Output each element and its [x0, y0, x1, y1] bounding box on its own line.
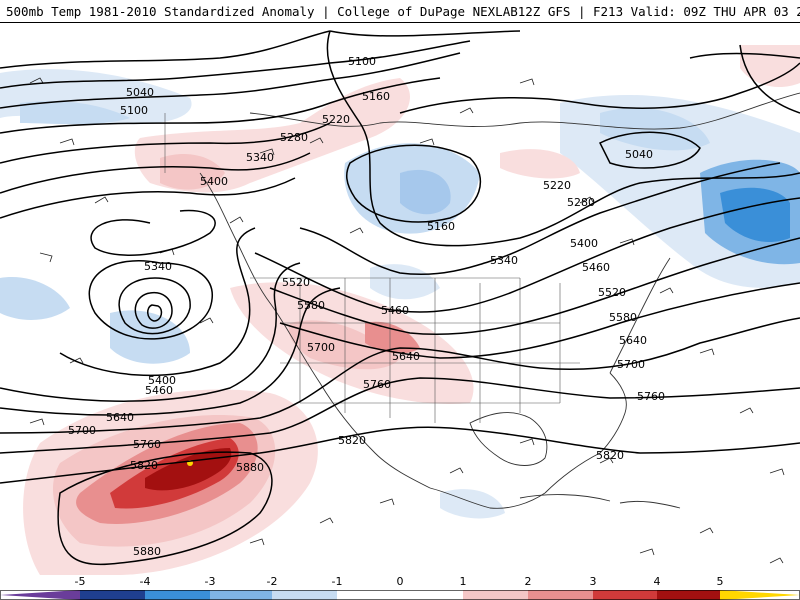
colorbar-tick-labels: -5 -4 -3 -2 -1 0 1 2 3 4 5: [0, 574, 800, 590]
colorbar-segment-pos3: [593, 590, 657, 600]
contour-label-5100: 5100: [348, 55, 376, 68]
contour-label-5580-east: 5580: [609, 311, 637, 324]
contour-label-5400: 5400: [200, 175, 228, 188]
contour-label-5820: 5820: [338, 434, 366, 447]
wind-barbs: [29, 77, 785, 564]
contour-label-5220-east: 5220: [543, 179, 571, 192]
tick-label: -4: [139, 575, 151, 588]
tick-label: -3: [204, 575, 216, 588]
tick-label: -1: [331, 575, 343, 588]
contour-label-5340-central: 5340: [490, 254, 518, 267]
colorbar-segment-pos5: [720, 590, 800, 600]
contour-label-5640-west: 5640: [106, 411, 134, 424]
contour-label-5760-east: 5760: [637, 390, 665, 403]
tick-label: 1: [459, 575, 467, 588]
contour-label-5220: 5220: [322, 113, 350, 126]
tick-label: 5: [716, 575, 724, 588]
contour-label-5820-east: 5820: [596, 449, 624, 462]
contour-label-5880: 5880: [236, 461, 264, 474]
contour-label-5040-east: 5040: [625, 148, 653, 161]
contour-label-5880-south: 5880: [133, 545, 161, 558]
contour-label-5760: 5760: [363, 378, 391, 391]
colorbar-segment-pos2: [528, 590, 593, 600]
contour-label-5640-east: 5640: [619, 334, 647, 347]
contour-label-5280: 5280: [280, 131, 308, 144]
colorbar-segment-neg5: [0, 590, 80, 600]
title-bar: 500mb Temp 1981-2010 Standardized Anomal…: [0, 0, 800, 22]
contour-labels: 5100 5040 5100 5160 5220 5280 5340 5400 …: [68, 55, 665, 558]
colorbar-segment-pos4: [657, 590, 720, 600]
contour-label-5640: 5640: [392, 350, 420, 363]
tick-label: 2: [524, 575, 532, 588]
height-contours: [0, 30, 800, 566]
contour-label-5700-east: 5700: [617, 358, 645, 371]
contour-label-5760-west: 5760: [133, 438, 161, 451]
contour-label-5460-east: 5460: [582, 261, 610, 274]
run-valid-time: 12Z GFS | F213 Valid: 09Z THU APR 03 202…: [517, 3, 800, 19]
colorbar-segment-pos1: [463, 590, 528, 600]
colorbar-segment-neg3: [145, 590, 210, 600]
map-canvas: 5100 5040 5100 5160 5220 5280 5340 5400 …: [0, 30, 800, 575]
contour-label-5460-central: 5460: [381, 304, 409, 317]
contour-label-5040: 5040: [126, 86, 154, 99]
tick-label: 0: [396, 575, 404, 588]
coastlines: [199, 92, 800, 509]
tick-label: -5: [74, 575, 86, 588]
contour-label-5160-central: 5160: [427, 220, 455, 233]
contour-label-5400-east: 5400: [570, 237, 598, 250]
colorbar-segment-zero: [337, 590, 463, 600]
anomaly-colorbar: [0, 590, 800, 600]
contour-label-5400-low: 5400: [148, 374, 176, 387]
contour-label-5520-east: 5520: [598, 286, 626, 299]
contour-label-5160: 5160: [362, 90, 390, 103]
contour-label-5700-west: 5700: [68, 424, 96, 437]
tick-label: 3: [589, 575, 597, 588]
contour-label-5100-west: 5100: [120, 104, 148, 117]
contour-label-5340: 5340: [246, 151, 274, 164]
tick-label: 4: [653, 575, 661, 588]
contour-label-5580: 5580: [297, 299, 325, 312]
contour-label-5700: 5700: [307, 341, 335, 354]
colorbar-segment-neg4: [80, 590, 145, 600]
cold-anomaly-shading: [0, 69, 800, 519]
tick-label: -2: [266, 575, 278, 588]
contour-label-5460-low: 5460: [145, 384, 173, 397]
colorbar-segment-neg2: [210, 590, 272, 600]
contour-label-5280-east: 5280: [567, 196, 595, 209]
contour-label-5820-west: 5820: [130, 459, 158, 472]
contour-label-5520: 5520: [282, 276, 310, 289]
contour-label-5340-low: 5340: [144, 260, 172, 273]
product-title: 500mb Temp 1981-2010 Standardized Anomal…: [6, 3, 518, 19]
map-panel: 5100 5040 5100 5160 5220 5280 5340 5400 …: [0, 22, 800, 575]
colorbar-segment-neg1: [272, 590, 337, 600]
